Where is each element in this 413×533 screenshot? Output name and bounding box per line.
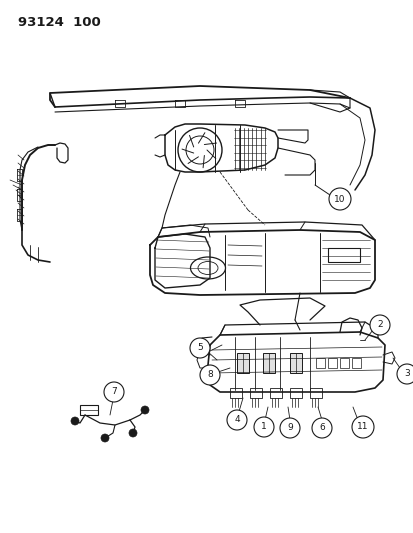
Circle shape: [199, 365, 219, 385]
Circle shape: [71, 417, 79, 425]
Bar: [230, 388, 242, 398]
Text: 2: 2: [376, 320, 382, 329]
Circle shape: [351, 416, 373, 438]
Bar: [249, 388, 261, 398]
Circle shape: [141, 406, 149, 414]
Text: 3: 3: [403, 369, 409, 378]
Bar: [309, 388, 321, 398]
Text: 6: 6: [318, 424, 324, 432]
Text: 5: 5: [197, 343, 202, 352]
Text: 8: 8: [206, 370, 212, 379]
Bar: [289, 353, 301, 373]
Text: 4: 4: [234, 416, 239, 424]
Circle shape: [328, 188, 350, 210]
Bar: [262, 353, 274, 373]
Text: 1: 1: [261, 423, 266, 432]
Bar: [327, 248, 359, 262]
Text: 11: 11: [356, 423, 368, 432]
Text: 93124  100: 93124 100: [18, 16, 100, 29]
Bar: [236, 353, 248, 373]
Circle shape: [101, 434, 109, 442]
Circle shape: [369, 315, 389, 335]
Circle shape: [129, 429, 137, 437]
Circle shape: [396, 364, 413, 384]
Text: 10: 10: [333, 195, 345, 204]
Bar: [327, 358, 336, 368]
Bar: [315, 358, 324, 368]
Circle shape: [104, 382, 124, 402]
Bar: [339, 358, 348, 368]
Bar: [269, 388, 281, 398]
Circle shape: [311, 418, 331, 438]
Bar: [351, 358, 360, 368]
Bar: [289, 388, 301, 398]
Bar: [80, 405, 98, 415]
Circle shape: [254, 417, 273, 437]
Text: 7: 7: [111, 387, 116, 397]
Circle shape: [226, 410, 247, 430]
Text: 9: 9: [287, 424, 292, 432]
Circle shape: [190, 338, 209, 358]
Circle shape: [279, 418, 299, 438]
